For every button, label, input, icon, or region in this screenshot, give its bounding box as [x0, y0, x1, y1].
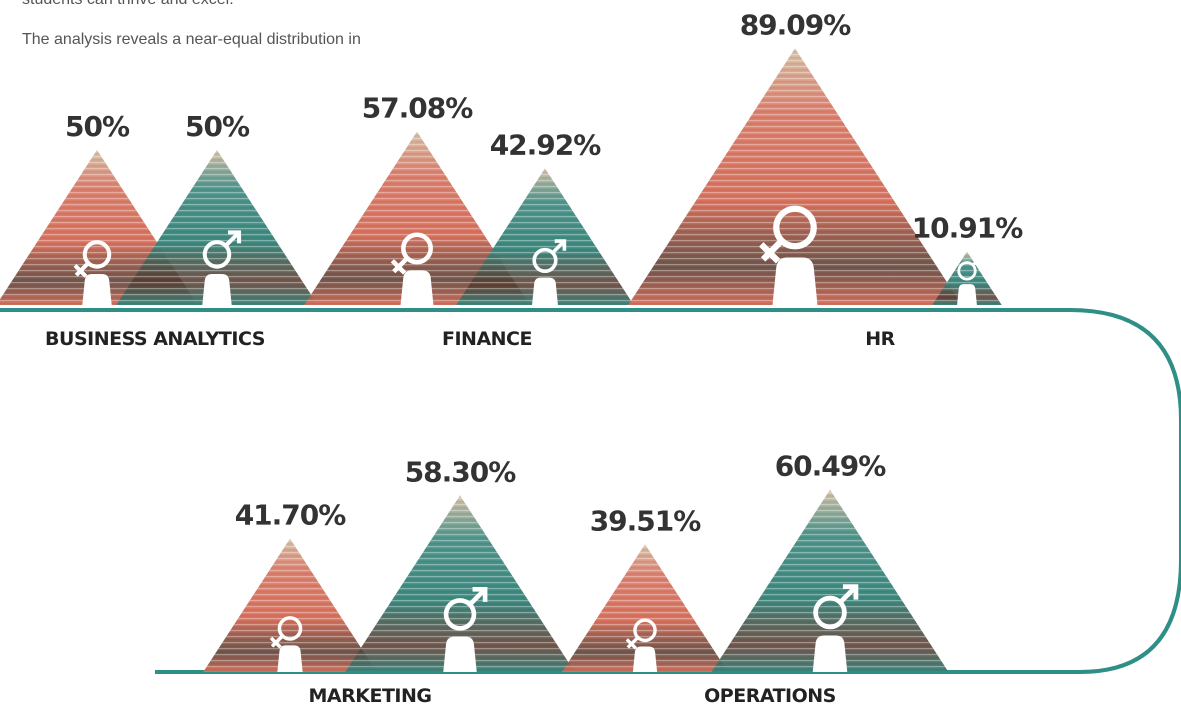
category-label: FINANCE	[442, 328, 532, 350]
value-label: 89.09%	[740, 8, 852, 41]
person-icon	[202, 274, 231, 305]
person-icon	[532, 278, 558, 305]
value-label: 50%	[185, 110, 250, 143]
value-label: 42.92%	[490, 128, 602, 161]
person-icon	[277, 645, 302, 672]
person-icon	[773, 258, 818, 306]
value-label: 41.70%	[235, 499, 347, 532]
page: {"chart_data": { "type": "pyramid", "ann…	[0, 0, 1181, 716]
person-icon	[401, 270, 434, 305]
value-label: 39.51%	[590, 504, 702, 537]
category-label: MARKETING	[309, 685, 432, 707]
category-label: OPERATIONS	[704, 685, 836, 707]
annotation: students can thrive and excel.	[22, 0, 234, 8]
value-label: 10.91%	[912, 212, 1024, 245]
value-label: 57.08%	[362, 92, 474, 125]
person-icon	[633, 646, 657, 672]
annotation: The analysis reveals a near-equal distri…	[22, 31, 361, 48]
category-label: HR	[865, 328, 895, 350]
value-label: 58.30%	[405, 455, 517, 488]
person-icon	[443, 637, 476, 672]
value-label: 50%	[65, 110, 130, 143]
value-label: 60.49%	[775, 450, 887, 483]
person-icon	[957, 284, 977, 305]
person-icon	[813, 636, 848, 672]
gender-icon	[973, 256, 982, 265]
infographic: students can thrive and excel. The analy…	[0, 0, 1181, 716]
category-label: BUSINESS ANALYTICS	[45, 328, 265, 350]
track-line	[0, 310, 1181, 672]
person-icon	[82, 274, 111, 305]
